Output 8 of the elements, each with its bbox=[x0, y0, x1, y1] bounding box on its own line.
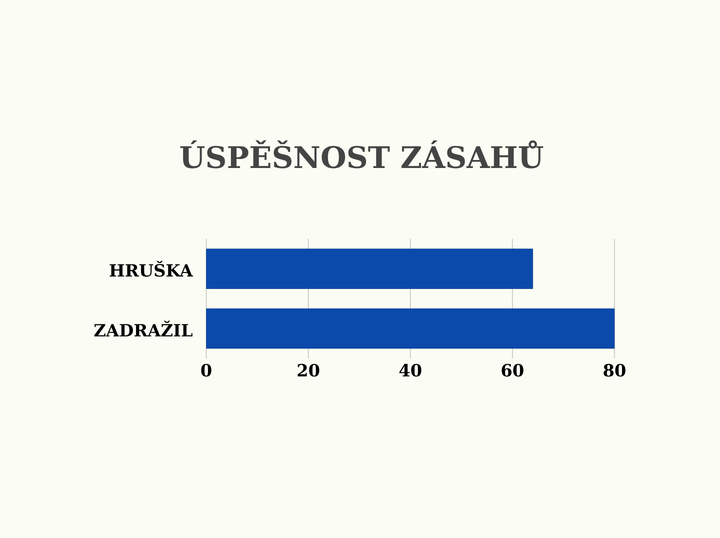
x-tick-label: 80 bbox=[604, 364, 626, 377]
x-tick-label: 20 bbox=[298, 364, 320, 377]
chart-title: ÚSPĚŠNOST ZÁSAHŮ bbox=[180, 140, 544, 169]
x-tick-label: 60 bbox=[502, 364, 524, 377]
x-tick-label: 0 bbox=[201, 364, 212, 377]
y-tick-label: ZADRAŽIL bbox=[94, 320, 192, 337]
y-tick-label: HRUŠKA bbox=[110, 261, 193, 277]
x-tick-label: 40 bbox=[399, 364, 422, 377]
